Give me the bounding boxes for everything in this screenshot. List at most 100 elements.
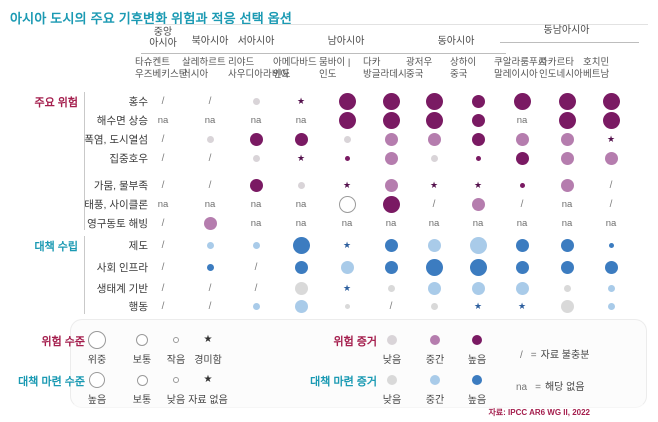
legend-title-risk-level: 위험 수준 (41, 336, 85, 348)
cell-dot (515, 260, 529, 274)
legend-evidence-label: 높음 (467, 395, 487, 406)
cell-not-applicable: na (605, 217, 617, 229)
cell-dot (469, 258, 487, 276)
cell-dot (206, 135, 214, 143)
cell-star-marker: ★ (429, 179, 439, 190)
row-label: 생태계 기반 (96, 283, 148, 295)
cell-dot (471, 197, 485, 211)
cell-dot (425, 111, 443, 129)
region-group-underline (234, 53, 284, 54)
cell-dot (515, 281, 529, 295)
row-label: 가뭄, 물부족 (93, 180, 148, 192)
cell-dot (384, 178, 398, 192)
cell-dot (515, 238, 529, 252)
cell-dot (427, 238, 441, 252)
region-group-label: 북아시아 (191, 36, 229, 47)
region-group-label: 중앙 아시아 (149, 27, 177, 49)
cell-insufficient-data: / (254, 282, 258, 294)
city-column-header: 살레하르트 러시아 (182, 57, 226, 80)
legend-evidence-dot (387, 375, 397, 385)
cell-dot (206, 263, 214, 271)
cell-not-applicable: na (157, 114, 169, 126)
note-not-applicable: na = 해당 없음 (516, 378, 585, 393)
legend-evidence-label: 중간 (425, 355, 445, 366)
cell-dot (560, 299, 574, 313)
cell-dot (294, 281, 308, 295)
region-group-underline (188, 53, 238, 54)
legend-size-circle (136, 334, 148, 346)
city-column-header: 자카르타 인도네시아 (539, 57, 583, 80)
note-text: 자료 불충분 (540, 350, 590, 361)
cell-not-applicable: na (250, 198, 262, 210)
legend-size-label: 보통 (132, 355, 152, 366)
legend-evidence-dot (472, 335, 482, 345)
cell-not-applicable: na (516, 114, 528, 126)
cell-dot (602, 111, 620, 129)
cell-dot (558, 92, 576, 110)
row-label: 사회 인프라 (96, 262, 148, 274)
legend-size-circle (89, 372, 105, 388)
cell-dot (471, 132, 485, 146)
city-column-header: 상하이 중국 (450, 57, 477, 80)
na-symbol: na (516, 382, 528, 393)
cell-dot (249, 132, 263, 146)
legend-size-label: 낮음 (166, 395, 186, 406)
cell-insufficient-data: / (254, 261, 258, 273)
region-group-label: 남아시아 (327, 36, 365, 47)
cell-insufficient-data: / (161, 217, 165, 229)
cell-dot (344, 303, 350, 309)
cell-insufficient-data: / (208, 152, 212, 164)
cell-dot (563, 284, 571, 292)
cell-dot (471, 281, 485, 295)
equals-sign: = (535, 382, 541, 393)
cell-dot (513, 92, 531, 110)
legend-size-label: 보통 (132, 395, 152, 406)
legend-evidence-dot (430, 375, 440, 385)
city-column-header: 쿠알라룸푸르 말레이시아 (494, 57, 547, 80)
source-credit: 자료: IPCC AR6 WG II, 2022 (488, 408, 590, 417)
cell-insufficient-data: / (609, 179, 613, 191)
cell-dot (297, 181, 305, 189)
cell-dot (249, 178, 263, 192)
cell-not-applicable: na (341, 217, 353, 229)
section-label-adaptation: 대책 수립 (34, 241, 78, 253)
figure-title: 아시아 도시의 주요 기후변화 위험과 적응 선택 옵션 (10, 11, 293, 26)
cell-dot (558, 111, 576, 129)
cell-not-applicable: na (561, 198, 573, 210)
cell-dot (344, 155, 350, 161)
cell-dot (471, 94, 485, 108)
cell-insufficient-data: / (609, 198, 613, 210)
cell-not-applicable: na (428, 217, 440, 229)
cell-insufficient-data: / (432, 198, 436, 210)
cell-star-marker: ★ (342, 179, 352, 190)
cell-dot (602, 92, 620, 110)
cell-dot (294, 299, 308, 313)
cell-insufficient-data: / (208, 300, 212, 312)
city-column-header: 리야드 사우디아라비아 (228, 57, 290, 80)
cell-dot (343, 135, 351, 143)
legend-evidence-dot (387, 335, 397, 345)
row-label: 폭염, 도시열섬 (84, 134, 148, 146)
legend-size-circle (173, 337, 179, 343)
slash-symbol: / (520, 350, 523, 361)
cell-dot (384, 238, 398, 252)
row-label: 행동 (128, 301, 148, 313)
legend-size-circle (173, 377, 179, 383)
legend-size-circle (88, 331, 106, 349)
cell-dot (382, 111, 400, 129)
cell-not-applicable: na (295, 198, 307, 210)
legend-title-risk-evidence: 위험 증거 (333, 336, 377, 348)
cell-star-marker: ★ (606, 133, 616, 144)
region-group-label: 서아시아 (237, 36, 275, 47)
city-column-header: 다카 방글라데시 (363, 57, 407, 80)
cell-dot (294, 260, 308, 274)
cell-dot (206, 241, 214, 249)
cell-dot (203, 216, 217, 230)
cell-dot (607, 302, 615, 310)
legend-evidence-label: 높음 (467, 355, 487, 366)
cell-dot (427, 281, 441, 295)
row-label: 영구동토 해빙 (87, 218, 148, 230)
cell-not-applicable: na (561, 217, 573, 229)
note-text: 해당 없음 (544, 382, 585, 393)
cell-dot (338, 92, 356, 110)
